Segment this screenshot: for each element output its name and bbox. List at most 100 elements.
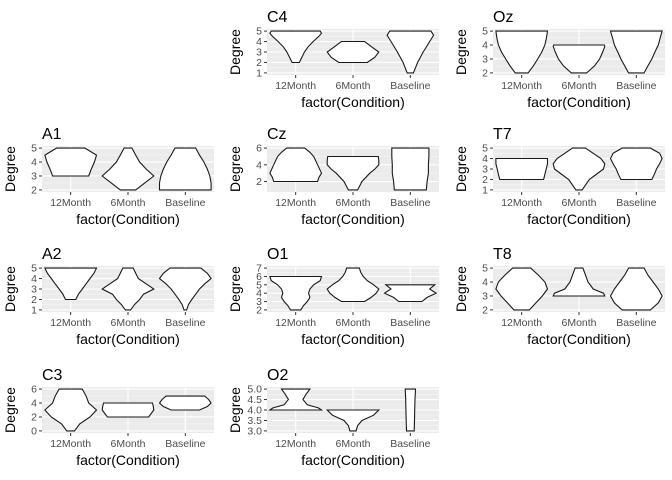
x-tick-label: Baseline	[165, 317, 205, 329]
x-tick-label: 6Month	[561, 317, 596, 329]
x-tick-label: 6Month	[561, 80, 596, 92]
panel-cz: 2 4 6 12Month 6Month Baseline Cz factor(Conditi…	[227, 126, 439, 227]
y-axis-title: Degree	[227, 146, 243, 192]
violin-baseline	[158, 395, 212, 411]
violin-6month	[552, 44, 606, 74]
y-tick-label: 1	[256, 67, 262, 79]
panel-title: C4	[267, 9, 288, 26]
x-axis-title: factor(Condition)	[527, 211, 631, 227]
y-tick-label: 3	[31, 170, 37, 182]
x-axis-title: factor(Condition)	[527, 94, 631, 110]
violin-6month	[326, 40, 380, 64]
x-tick-label: 6Month	[335, 197, 370, 209]
y-tick-label: 2	[256, 176, 262, 188]
violin-baseline	[386, 30, 435, 74]
y-tick-label: 3.0	[247, 425, 262, 437]
x-tick-label: Baseline	[390, 438, 430, 450]
y-tick-label: 3.5	[247, 415, 262, 427]
y-tick-label: 4	[31, 157, 37, 169]
panel-title: A2	[42, 246, 62, 263]
x-axis-title: factor(Condition)	[76, 331, 180, 347]
violin-12month	[44, 267, 98, 301]
x-tick-label: 6Month	[335, 438, 370, 450]
x-tick-label: 12Month	[501, 317, 542, 329]
y-tick-label: 5	[256, 26, 262, 38]
y-tick-label: 4.5	[247, 394, 262, 406]
violin-12month	[269, 147, 323, 183]
y-axis-title: Degree	[227, 387, 243, 433]
x-tick-label: 6Month	[110, 317, 145, 329]
panel-a1: 2 34 5 12Month 6Month Baseline A1 factor(Condit…	[2, 126, 214, 227]
x-tick-label: Baseline	[390, 197, 430, 209]
violin-12month	[269, 30, 323, 64]
violin-6month	[326, 267, 380, 303]
violin-6month	[552, 267, 606, 297]
x-axis-title: factor(Condition)	[301, 211, 405, 227]
x-tick-label: 6Month	[335, 80, 370, 92]
x-tick-label: Baseline	[390, 80, 430, 92]
y-tick-label: 6	[256, 271, 262, 283]
violin-baseline	[391, 147, 430, 191]
y-tick-label: 5	[482, 263, 488, 275]
x-tick-label: Baseline	[165, 197, 205, 209]
violin-12month	[269, 275, 323, 311]
violin-12month	[44, 388, 98, 432]
x-tick-label: 12Month	[501, 80, 542, 92]
y-tick-label: 1	[482, 184, 488, 196]
x-tick-label: 6Month	[110, 438, 145, 450]
violin-6month	[325, 409, 381, 432]
panel-title: T7	[493, 126, 512, 143]
x-tick-label: Baseline	[616, 80, 656, 92]
x-tick-label: Baseline	[616, 317, 656, 329]
x-axis-title: factor(Condition)	[527, 331, 631, 347]
y-tick-label: 3	[31, 284, 37, 296]
violin-6month	[101, 402, 155, 418]
y-tick-label: 5	[256, 279, 262, 291]
violin-12month	[495, 157, 549, 181]
x-tick-label: Baseline	[616, 197, 656, 209]
y-tick-label: 2	[482, 67, 488, 79]
y-tick-label: 2	[482, 304, 488, 316]
violin-baseline	[609, 267, 663, 311]
x-axis-title: factor(Condition)	[301, 331, 405, 347]
y-tick-label: 6	[256, 143, 262, 155]
y-tick-label: 5	[31, 143, 37, 155]
y-tick-label: 4	[482, 153, 488, 165]
x-tick-label: Baseline	[390, 317, 430, 329]
y-tick-label: 2	[31, 184, 37, 196]
x-tick-label: 12Month	[275, 317, 316, 329]
y-tick-label: 0	[31, 425, 37, 437]
violin-baseline	[609, 30, 663, 74]
violin-6month	[326, 155, 380, 191]
y-tick-label: 3	[482, 53, 488, 65]
violin-12month	[495, 267, 549, 311]
x-tick-label: Baseline	[165, 438, 205, 450]
y-tick-label: 5	[31, 263, 37, 275]
y-axis-title: Degree	[453, 29, 469, 75]
x-tick-label: 12Month	[50, 438, 91, 450]
y-tick-label: 5	[482, 143, 488, 155]
x-axis-title: factor(Condition)	[301, 452, 405, 468]
x-tick-label: 6Month	[561, 197, 596, 209]
x-tick-label: 6Month	[335, 317, 370, 329]
y-axis-title: Degree	[453, 266, 469, 312]
y-axis-title: Degree	[453, 146, 469, 192]
y-tick-label: 2	[482, 174, 488, 186]
y-tick-label: 2	[256, 304, 262, 316]
y-axis-title: Degree	[227, 266, 243, 312]
x-tick-label: 12Month	[50, 317, 91, 329]
violin-baseline	[404, 388, 417, 432]
y-tick-label: 4	[256, 36, 262, 48]
y-tick-label: 2	[256, 57, 262, 69]
y-axis-title: Degree	[2, 266, 18, 312]
x-tick-label: 12Month	[275, 80, 316, 92]
y-axis-title: Degree	[2, 387, 18, 433]
violin-6month	[552, 147, 606, 191]
y-tick-label: 4	[256, 159, 262, 171]
violin-12month	[44, 147, 98, 177]
y-tick-label: 1	[31, 304, 37, 316]
panel-title: C3	[42, 367, 63, 384]
